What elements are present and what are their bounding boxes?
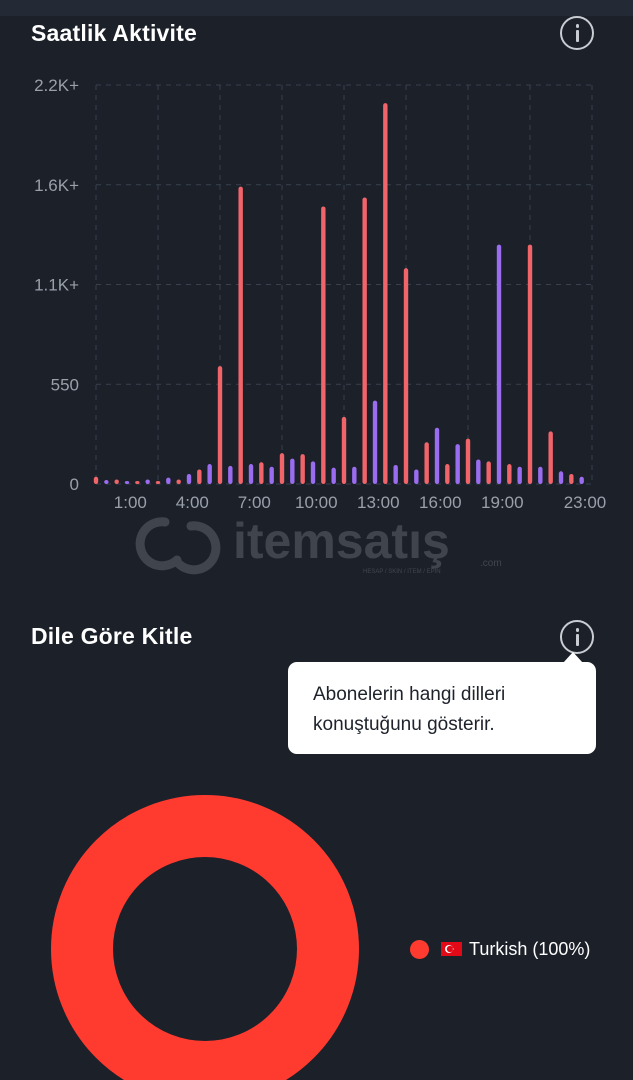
activity-bar[interactable] <box>507 464 512 484</box>
activity-bar[interactable] <box>403 268 409 484</box>
activity-bar[interactable] <box>486 461 491 484</box>
watermark-suffix: .com <box>480 558 502 569</box>
activity-bar[interactable] <box>558 471 564 484</box>
chart-y-ticks: 0 550 1.1K+ 1.6K+ 2.2K+ <box>34 76 79 494</box>
turkey-flag-icon <box>441 942 462 956</box>
activity-bar[interactable] <box>300 454 305 484</box>
activity-bar[interactable] <box>279 453 285 484</box>
activity-bar[interactable] <box>538 466 543 484</box>
activity-bar[interactable] <box>197 469 202 484</box>
x-tick-label: 13:00 <box>357 493 400 512</box>
activity-bar[interactable] <box>145 479 150 484</box>
x-tick-label: 19:00 <box>481 493 524 512</box>
activity-bar[interactable] <box>496 244 502 484</box>
activity-bar[interactable] <box>434 427 440 484</box>
y-tick-label: 0 <box>70 475 79 494</box>
activity-bar[interactable] <box>248 464 254 484</box>
activity-bar[interactable] <box>569 474 574 484</box>
chart-bars <box>93 103 584 485</box>
y-tick-label: 1.1K+ <box>34 276 79 295</box>
activity-bar[interactable] <box>383 103 388 485</box>
activity-bar[interactable] <box>135 481 140 484</box>
activity-bar[interactable] <box>186 474 192 484</box>
activity-bar[interactable] <box>414 469 419 484</box>
activity-info-icon[interactable] <box>560 16 594 50</box>
activity-bar[interactable] <box>455 444 460 484</box>
activity-bar[interactable] <box>527 244 533 484</box>
tooltip-text: Abonelerin hangi dilleri konuştuğunu gös… <box>313 684 506 735</box>
x-tick-label: 16:00 <box>419 493 462 512</box>
activity-bar[interactable] <box>465 438 471 484</box>
activity-bar[interactable] <box>259 462 264 484</box>
language-info-icon[interactable] <box>560 620 594 654</box>
language-info-tooltip: Abonelerin hangi dilleri konuştuğunu gös… <box>288 662 596 754</box>
x-tick-label: 4:00 <box>176 493 209 512</box>
activity-bar[interactable] <box>290 458 295 484</box>
activity-bar[interactable] <box>331 467 336 484</box>
hourly-activity-chart: 0 550 1.1K+ 1.6K+ 2.2K+ 1:00 4:00 7:00 10:00 13:… <box>34 76 606 512</box>
x-tick-label: 23:00 <box>564 493 607 512</box>
activity-bar[interactable] <box>310 461 316 484</box>
x-tick-label: 7:00 <box>238 493 271 512</box>
chart-x-ticks: 1:00 4:00 7:00 10:00 13:00 16:00 19:00 23:00 <box>114 493 606 512</box>
donut-slice-turkish <box>51 795 359 1080</box>
activity-bar[interactable] <box>155 481 161 484</box>
activity-bar[interactable] <box>517 466 522 484</box>
activity-bar[interactable] <box>579 476 584 484</box>
language-donut-chart <box>51 795 359 1080</box>
activity-bar[interactable] <box>393 464 398 484</box>
language-section-title: Dile Göre Kitle <box>31 623 193 649</box>
itemsatis-watermark-logo: itemsatış HESAP / SKIN / ITEM / EPIN .co… <box>135 513 502 575</box>
activity-bar[interactable] <box>124 481 130 484</box>
activity-bar[interactable] <box>228 465 233 484</box>
tooltip-arrow <box>563 652 583 663</box>
activity-bar[interactable] <box>166 477 171 484</box>
activity-bar[interactable] <box>341 416 347 484</box>
watermark-subtext: HESAP / SKIN / ITEM / EPIN <box>363 569 441 575</box>
activity-bar[interactable] <box>176 479 181 484</box>
legend-label: Turkish (100%) <box>469 938 591 959</box>
activity-bar[interactable] <box>269 466 274 484</box>
activity-bar[interactable] <box>372 400 378 484</box>
activity-bar[interactable] <box>207 464 212 484</box>
y-tick-label: 1.6K+ <box>34 176 79 195</box>
watermark-text: itemsatış <box>233 513 450 569</box>
activity-bar[interactable] <box>104 480 109 484</box>
activity-bar[interactable] <box>362 197 367 485</box>
x-tick-label: 1:00 <box>114 493 147 512</box>
activity-bar[interactable] <box>114 479 119 484</box>
activity-bar[interactable] <box>352 466 357 484</box>
activity-section-title: Saatlik Aktivite <box>31 20 197 46</box>
donut-legend: Turkish (100%) <box>410 937 590 961</box>
activity-bar[interactable] <box>217 366 223 484</box>
activity-bar[interactable] <box>238 186 243 484</box>
activity-bar[interactable] <box>321 206 326 484</box>
top-bar <box>0 0 633 16</box>
y-tick-label: 550 <box>51 375 79 394</box>
activity-bar[interactable] <box>93 476 99 484</box>
activity-bar[interactable] <box>445 464 450 484</box>
y-tick-label: 2.2K+ <box>34 76 79 95</box>
activity-bar[interactable] <box>476 459 481 484</box>
legend-color-dot <box>410 939 429 959</box>
activity-bar[interactable] <box>424 442 429 484</box>
activity-bar[interactable] <box>548 431 553 484</box>
x-tick-label: 10:00 <box>295 493 338 512</box>
